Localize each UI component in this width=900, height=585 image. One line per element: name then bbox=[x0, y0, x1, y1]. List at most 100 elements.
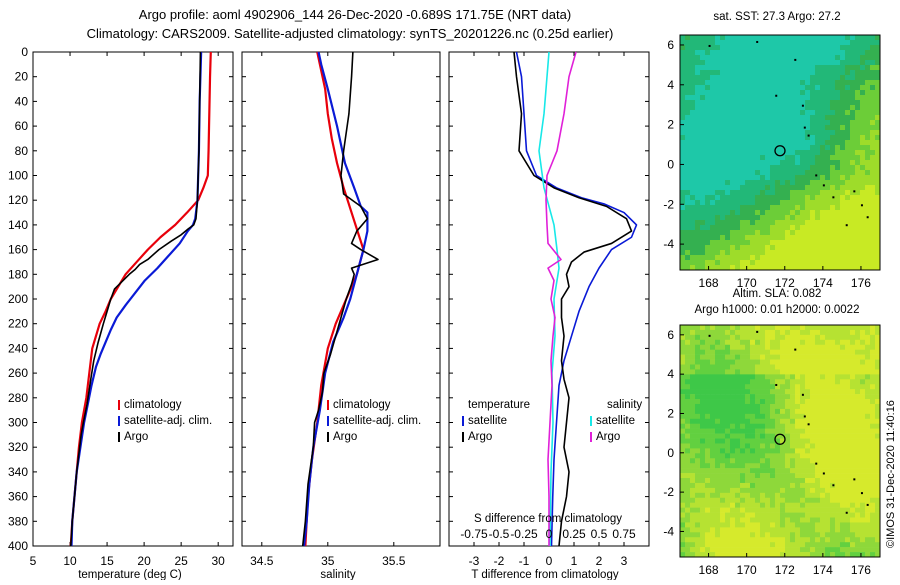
map-cell bbox=[805, 255, 811, 261]
map-cell bbox=[865, 453, 871, 459]
map-cell bbox=[780, 75, 786, 81]
map-cell bbox=[855, 70, 861, 76]
map-cell bbox=[810, 339, 816, 346]
map-cell bbox=[765, 60, 771, 66]
map-cell bbox=[820, 438, 826, 444]
map-cell bbox=[825, 418, 831, 425]
map-cell bbox=[845, 200, 851, 206]
map-cell bbox=[730, 115, 736, 121]
map-cell bbox=[770, 403, 776, 410]
map-cell bbox=[810, 90, 816, 96]
map-cell bbox=[790, 155, 796, 161]
map-cell bbox=[800, 145, 806, 151]
map-cell bbox=[810, 115, 816, 121]
map-cell bbox=[805, 50, 811, 56]
map-cell bbox=[745, 389, 751, 395]
map-cell bbox=[830, 135, 836, 141]
map-cell bbox=[830, 180, 836, 186]
map-cell bbox=[805, 482, 811, 489]
map-cell bbox=[715, 359, 721, 365]
map-cell bbox=[705, 190, 711, 196]
map-cell bbox=[870, 547, 876, 553]
map-cell bbox=[760, 502, 766, 508]
map-cell bbox=[770, 339, 776, 346]
map-cell bbox=[805, 175, 811, 181]
map-cell bbox=[805, 428, 811, 434]
map-cell bbox=[735, 215, 741, 221]
map-cell bbox=[755, 507, 761, 513]
map-cell bbox=[860, 265, 866, 271]
map-cell bbox=[815, 250, 821, 256]
map-cell bbox=[680, 325, 686, 331]
map-cell bbox=[840, 379, 846, 385]
map-cell bbox=[790, 95, 796, 101]
map-cell bbox=[825, 522, 831, 528]
map-cell bbox=[875, 115, 881, 121]
y-tick-label: 220 bbox=[8, 317, 28, 331]
map-cell bbox=[870, 100, 876, 106]
map-cell bbox=[750, 260, 756, 266]
map-cell bbox=[830, 120, 836, 126]
map-cell bbox=[840, 180, 846, 186]
map-cell bbox=[740, 329, 746, 336]
map-cell bbox=[760, 130, 766, 136]
map-cell bbox=[770, 70, 776, 76]
map-cell bbox=[875, 492, 881, 499]
map-cell bbox=[820, 384, 826, 390]
map-cell bbox=[765, 547, 771, 553]
map-cell bbox=[720, 75, 726, 81]
map-cell bbox=[775, 230, 781, 236]
map-cell bbox=[780, 205, 786, 211]
map-cell bbox=[835, 463, 841, 469]
map-cell bbox=[735, 35, 741, 41]
map-cell bbox=[710, 487, 716, 494]
map-cell bbox=[720, 165, 726, 171]
island-marker bbox=[845, 511, 848, 514]
map-cell bbox=[810, 403, 816, 410]
map-cell bbox=[865, 240, 871, 246]
island-marker bbox=[803, 126, 806, 129]
island-marker bbox=[775, 94, 778, 97]
map-cell bbox=[865, 45, 871, 51]
map-cell bbox=[770, 150, 776, 156]
map-cell bbox=[815, 125, 821, 131]
map-cell bbox=[730, 85, 736, 91]
map-cell bbox=[855, 527, 861, 533]
legend-satellite: satellite-adj. clim. bbox=[124, 415, 212, 427]
map-cell bbox=[800, 374, 806, 380]
map-cell bbox=[860, 552, 866, 558]
map-cell bbox=[730, 448, 736, 454]
map-cell bbox=[735, 195, 741, 201]
map-cell bbox=[820, 547, 826, 553]
map-cell bbox=[770, 210, 776, 216]
map-cell bbox=[775, 220, 781, 226]
map-cell bbox=[805, 443, 811, 449]
map-cell bbox=[680, 403, 686, 410]
map-cell bbox=[730, 130, 736, 136]
map-cell bbox=[705, 110, 711, 116]
map-cell bbox=[685, 200, 691, 206]
map-cell bbox=[865, 65, 871, 71]
map-cell bbox=[750, 492, 756, 499]
map-cell bbox=[735, 205, 741, 211]
map-cell bbox=[725, 374, 731, 380]
map-cell bbox=[840, 260, 846, 266]
map-cell bbox=[690, 359, 696, 365]
map-cell bbox=[710, 512, 716, 518]
map-cell bbox=[830, 140, 836, 146]
map-cell bbox=[685, 329, 691, 336]
map-cell bbox=[740, 85, 746, 91]
map-cell bbox=[765, 389, 771, 395]
map-cell bbox=[845, 180, 851, 186]
map-cell bbox=[700, 487, 706, 494]
map-cell bbox=[680, 135, 686, 141]
map-cell bbox=[695, 552, 701, 558]
map-cell bbox=[755, 45, 761, 51]
map-cell bbox=[695, 185, 701, 191]
map-cell bbox=[760, 527, 766, 533]
map-cell bbox=[805, 100, 811, 106]
map-cell bbox=[760, 145, 766, 151]
map-cell bbox=[755, 175, 761, 181]
map-cell bbox=[700, 478, 706, 484]
map-cell bbox=[695, 210, 701, 216]
